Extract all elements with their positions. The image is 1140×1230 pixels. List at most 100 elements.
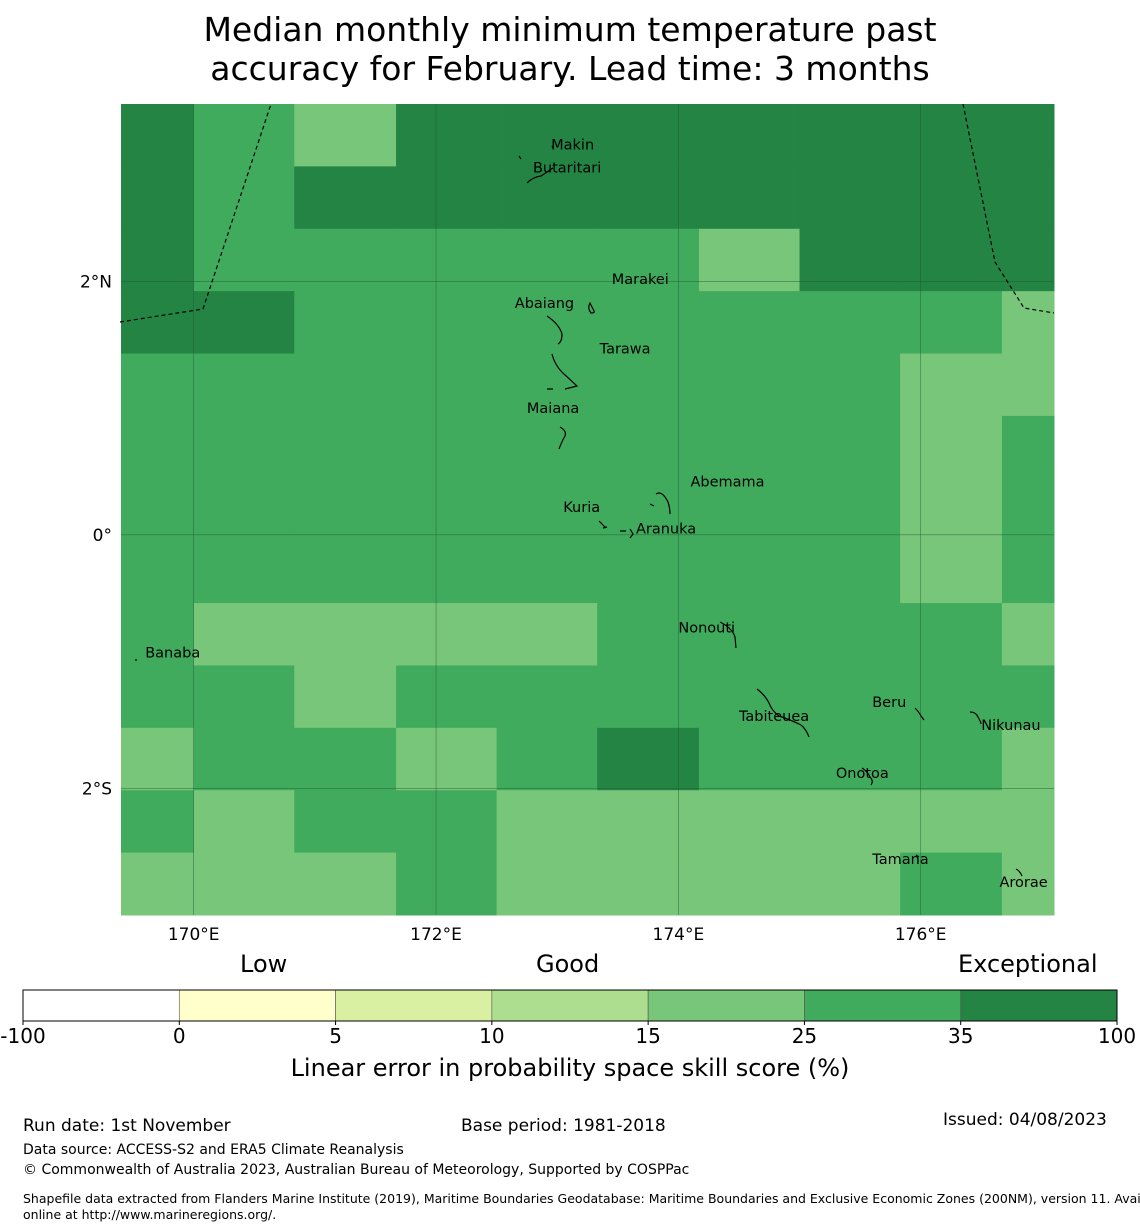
- grid-cell: [900, 415, 1003, 479]
- island-aranuka: [620, 528, 634, 539]
- grid-cell: [900, 228, 1003, 292]
- grid-cell: [121, 291, 195, 355]
- grid-cell: [496, 603, 598, 666]
- colorbar-bin: [804, 989, 962, 1022]
- axis-labels: 170°E 172°E 174°E 176°E 2°N 0° 2°S: [80, 272, 947, 945]
- place-labels: Makin Butaritari Marakei Abaiang Tarawa Maian…: [145, 138, 1048, 892]
- grid-cell: [799, 415, 901, 479]
- grid-cell: [396, 540, 498, 604]
- eez-boundary-east: [962, 103, 1055, 314]
- island-nonouti: [719, 621, 737, 649]
- grid-cell: [121, 415, 195, 479]
- grid-cell: [496, 478, 598, 542]
- grid-cell: [900, 727, 1003, 791]
- grid-cell: [396, 790, 498, 854]
- lon-tick-label: 174°E: [653, 925, 705, 945]
- grid-cell: [121, 603, 195, 666]
- island-outlines: [135, 145, 1023, 877]
- grid-cell: [496, 852, 598, 916]
- colorbar-frame: [22, 989, 1118, 1022]
- grid-cell: [900, 665, 1003, 729]
- grid-cell: [193, 291, 295, 355]
- chart-title: Median monthly minimum temperature past …: [0, 10, 1140, 88]
- grid-cell: [193, 228, 295, 292]
- colorbar-caption: Linear error in probability space skill …: [290, 1054, 850, 1082]
- grid-cell: [396, 166, 498, 230]
- grid-cell: [396, 353, 498, 417]
- lon-tick-label: 170°E: [168, 925, 220, 945]
- run-date: Run date: 1st November: [23, 1116, 231, 1136]
- graticule: [121, 104, 1054, 915]
- grid-cell: [1001, 727, 1055, 791]
- grid-cell: [597, 540, 700, 604]
- grid-cell: [900, 790, 1003, 854]
- grid-cell: [121, 852, 195, 916]
- grid-cell: [799, 665, 901, 729]
- grid-cell: [799, 353, 901, 417]
- island-tarawa: [547, 353, 579, 390]
- grid-cell: [1001, 478, 1055, 542]
- lat-tick-label: 0°: [93, 526, 112, 546]
- colorbar-bin: [647, 989, 805, 1022]
- place-label-arorae: Arorae: [999, 875, 1047, 891]
- colorbar-bin: [960, 989, 1118, 1022]
- grid-cell: [193, 353, 295, 417]
- grid-cell: [698, 540, 801, 604]
- grid-cell: [597, 727, 700, 791]
- colorbar-tick-label: 5: [329, 1024, 342, 1048]
- grid-cell: [294, 790, 397, 854]
- grid-cell: [121, 790, 195, 854]
- grid-cell: [799, 228, 901, 292]
- grid-cell: [294, 852, 397, 916]
- place-label-aranuka: Aranuka: [636, 522, 696, 538]
- grid-cell: [496, 353, 598, 417]
- copyright: © Commonwealth of Australia 2023, Austra…: [23, 1162, 690, 1178]
- grid-cell: [193, 727, 295, 791]
- colorbar: -100 0 5 10 15 25 35 100: [0, 989, 1136, 1048]
- island-beru: [914, 707, 925, 721]
- grid-cell: [396, 104, 498, 167]
- colorbar-bin: [335, 989, 493, 1022]
- grid-cell: [597, 603, 700, 666]
- colorbar-bin: [491, 989, 649, 1022]
- grid-cell: [193, 603, 295, 666]
- grid-cell: [900, 540, 1003, 604]
- grid-cell: [799, 166, 901, 230]
- grid-cell: [900, 852, 1003, 916]
- colorbar-tick-label: 25: [792, 1024, 817, 1048]
- grid-cell: [396, 228, 498, 292]
- colorbar-tick-label: 15: [635, 1024, 660, 1048]
- grid-cell: [900, 603, 1003, 666]
- colorbar-tick-label: 10: [479, 1024, 504, 1048]
- grid-cell: [799, 603, 901, 666]
- grid-cell: [799, 478, 901, 542]
- grid-cell: [698, 852, 801, 916]
- grid-cell: [193, 852, 295, 916]
- grid-cell: [121, 353, 195, 417]
- place-label-maiana: Maiana: [527, 401, 579, 417]
- eez-boundaries: [119, 103, 1055, 323]
- grid-cell: [1001, 415, 1055, 479]
- grid-cell: [1001, 166, 1055, 230]
- grid-cell: [121, 228, 195, 292]
- grid-cell: [294, 727, 397, 791]
- island-nikunau: [969, 711, 982, 725]
- place-label-makin: Makin: [551, 138, 594, 154]
- grid-cell: [900, 291, 1003, 355]
- grid-cell: [496, 228, 598, 292]
- grid-cell: [396, 727, 498, 791]
- grid-cell: [900, 166, 1003, 230]
- grid-cell: [900, 353, 1003, 417]
- grid-cell: [698, 166, 801, 230]
- base-period: Base period: 1981-2018: [461, 1116, 666, 1136]
- colorbar-bin: [178, 989, 336, 1022]
- island-onotoa: [861, 767, 873, 786]
- colorbar-tick-label: 35: [948, 1024, 973, 1048]
- colorbar-tick-label: 100: [1098, 1024, 1136, 1048]
- grid-cell: [294, 540, 397, 604]
- grid-cell: [799, 540, 901, 604]
- grid-cell: [1001, 852, 1055, 916]
- grid-cell: [193, 478, 295, 542]
- grid-cell: [496, 665, 598, 729]
- grid-cell: [1001, 540, 1055, 604]
